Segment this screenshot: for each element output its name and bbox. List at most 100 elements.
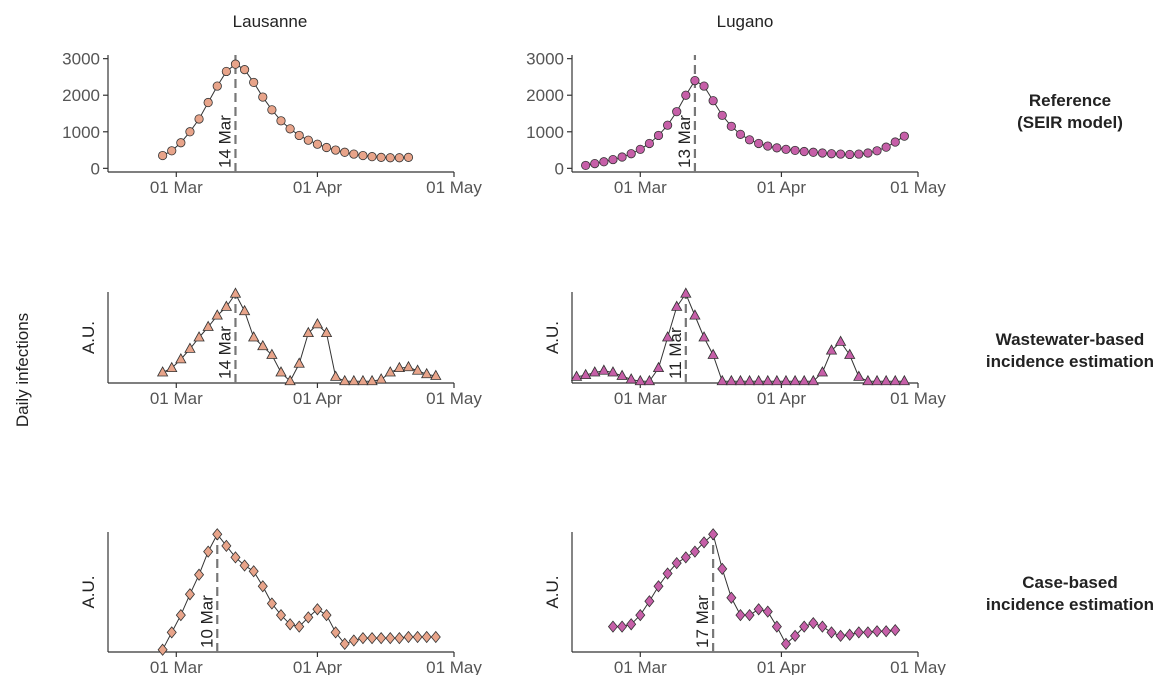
marker: [807, 374, 819, 386]
marker: [771, 374, 783, 386]
marker: [339, 637, 350, 651]
marker: [617, 152, 627, 162]
y-tick-label: 3000: [526, 50, 564, 69]
marker: [644, 595, 655, 608]
y-tick-label: 1000: [62, 123, 100, 142]
marker: [754, 138, 764, 149]
x-tick-label: 01 May: [890, 658, 946, 675]
marker: [872, 625, 883, 638]
marker: [752, 374, 765, 386]
marker: [156, 366, 169, 377]
marker: [175, 608, 186, 622]
marker: [166, 626, 177, 639]
marker: [384, 366, 396, 377]
marker: [790, 629, 801, 642]
marker: [267, 105, 277, 115]
marker: [194, 568, 205, 581]
marker: [376, 152, 386, 162]
marker: [348, 374, 360, 386]
marker: [708, 96, 718, 106]
marker: [635, 144, 645, 154]
marker: [157, 643, 168, 656]
marker: [579, 368, 592, 380]
marker: [376, 632, 387, 645]
marker: [644, 138, 654, 149]
marker: [898, 374, 911, 386]
x-tick-label: 01 May: [426, 389, 482, 408]
marker: [599, 157, 609, 167]
marker: [735, 129, 746, 139]
marker: [889, 374, 901, 386]
marker: [212, 528, 223, 541]
row-label: Case-based: [1022, 573, 1117, 592]
marker: [744, 135, 755, 145]
x-tick-label: 01 Mar: [150, 658, 203, 675]
marker: [276, 116, 286, 126]
marker: [321, 142, 332, 153]
marker: [643, 374, 656, 386]
marker: [230, 551, 241, 564]
marker: [716, 374, 728, 386]
marker: [862, 626, 873, 639]
marker: [680, 551, 691, 564]
marker: [735, 608, 746, 622]
marker: [763, 141, 773, 151]
marker: [349, 149, 359, 159]
marker: [221, 539, 232, 552]
marker: [275, 366, 287, 377]
marker: [239, 559, 250, 572]
marker: [854, 149, 864, 159]
x-tick-label: 01 Apr: [293, 658, 342, 675]
column-title: Lausanne: [233, 12, 308, 31]
marker: [238, 304, 251, 316]
x-tick-label: 01 May: [890, 178, 946, 197]
x-tick-label: 01 May: [426, 178, 482, 197]
marker: [899, 131, 909, 141]
marker: [836, 149, 846, 159]
marker: [239, 65, 250, 75]
marker: [357, 632, 368, 645]
marker: [166, 361, 178, 373]
marker: [772, 143, 782, 153]
marker: [303, 611, 314, 624]
marker: [321, 608, 332, 622]
marker: [780, 637, 791, 651]
marker: [302, 326, 314, 338]
marker: [403, 152, 414, 162]
y-tick-label: 2000: [62, 86, 100, 105]
series-line: [576, 292, 905, 382]
marker: [185, 127, 195, 137]
marker: [616, 369, 628, 380]
marker: [293, 357, 305, 368]
series-line: [162, 63, 409, 159]
marker: [294, 620, 305, 633]
peak-label: 10 Mar: [197, 595, 216, 648]
marker: [184, 588, 195, 601]
marker: [863, 148, 873, 158]
marker: [726, 591, 737, 604]
marker: [872, 146, 882, 156]
marker: [825, 344, 838, 355]
marker: [248, 565, 259, 578]
x-tick-label: 01 Mar: [614, 178, 667, 197]
marker: [734, 374, 747, 386]
marker: [394, 632, 405, 645]
marker: [653, 580, 664, 593]
marker: [249, 77, 259, 88]
marker: [203, 97, 213, 108]
marker: [762, 374, 774, 386]
marker: [184, 342, 196, 353]
marker: [285, 124, 295, 134]
marker: [294, 130, 304, 141]
marker: [699, 81, 709, 91]
marker: [880, 374, 892, 386]
marker: [248, 331, 260, 342]
marker: [203, 545, 214, 558]
marker: [367, 632, 378, 645]
y-axis-label: A.U.: [79, 575, 98, 608]
marker: [826, 626, 837, 639]
marker: [394, 153, 404, 163]
marker: [412, 630, 423, 644]
marker: [230, 59, 241, 69]
